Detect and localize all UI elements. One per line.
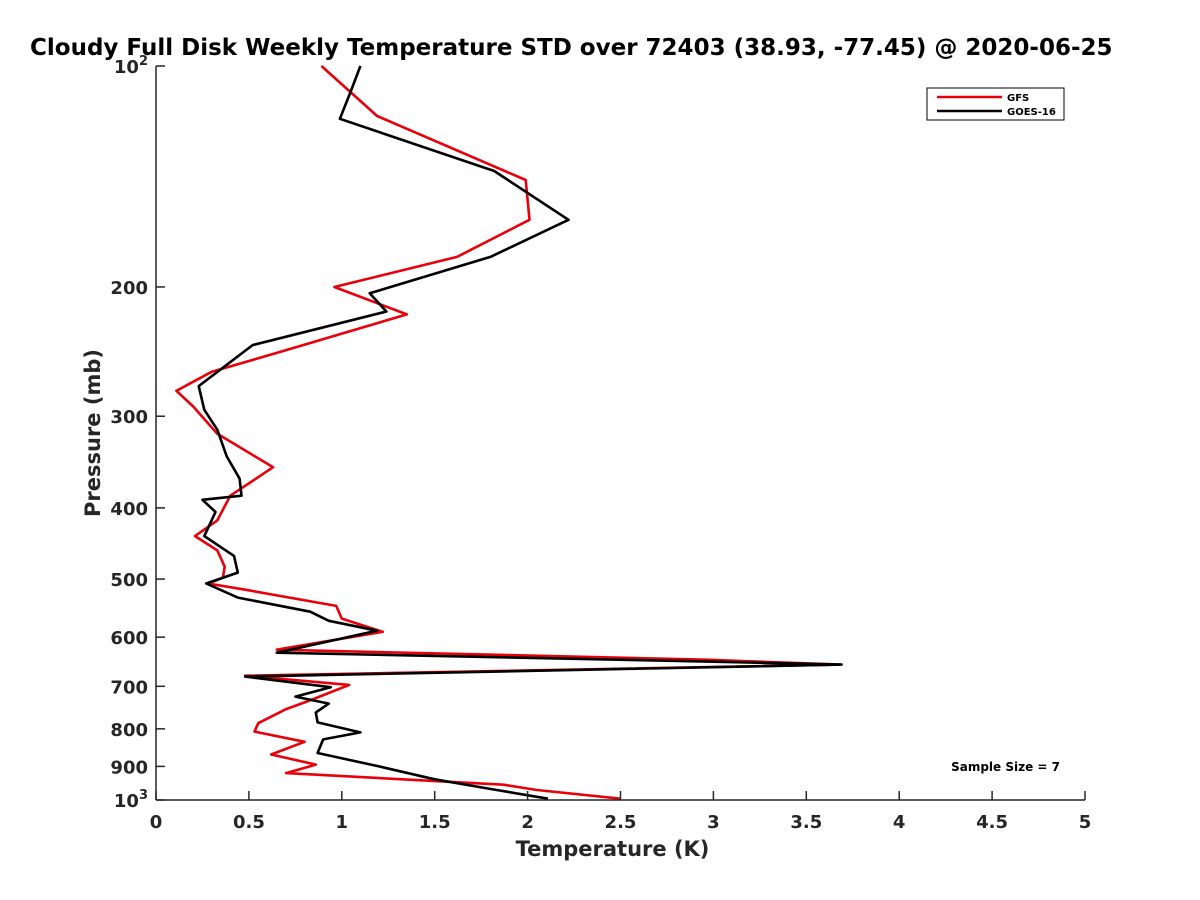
- sample-size-annotation: Sample Size = 7: [951, 760, 1060, 774]
- series-line-gfs: [175, 65, 842, 800]
- y-tick-label: 102: [114, 54, 148, 78]
- chart-title: Cloudy Full Disk Weekly Temperature STD …: [30, 35, 1113, 61]
- x-tick-label: 3: [707, 812, 720, 833]
- x-axis-title: Temperature (K): [516, 837, 710, 861]
- x-tick-label: 4.5: [976, 812, 1008, 833]
- legend-box: [926, 87, 1065, 121]
- x-tick-label: 2: [521, 812, 534, 833]
- y-tick-label: 500: [110, 570, 148, 591]
- y-tick-label: 800: [110, 720, 148, 741]
- y-tick-label: 103: [114, 788, 148, 812]
- x-tick-label: 1.5: [419, 812, 451, 833]
- y-tick-label: 400: [110, 499, 148, 520]
- ticks-layer: 0 0.5 1 1.5 2 2.5 3 3.5 4 4.5 5 102 200 300 400 500 600 7…: [110, 54, 1091, 833]
- legend: GFS GOES-16: [926, 87, 1065, 121]
- plot-area: [156, 66, 1085, 800]
- series-line-goes16: [197, 65, 843, 800]
- x-tick-label: 0: [150, 812, 163, 833]
- series-layer: [175, 65, 843, 800]
- y-tick-label: 900: [110, 757, 148, 778]
- y-tick-label: 700: [110, 677, 148, 698]
- x-tick-label: 4: [893, 812, 906, 833]
- x-tick-label: 2.5: [605, 812, 637, 833]
- x-tick-label: 5: [1079, 812, 1092, 833]
- y-axis-title: Pressure (mb): [81, 349, 105, 517]
- legend-label-gfs: GFS: [1007, 93, 1029, 104]
- y-tick-label: 200: [110, 278, 148, 299]
- x-tick-label: 3.5: [790, 812, 822, 833]
- legend-label-goes16: GOES-16: [1007, 107, 1056, 118]
- x-tick-label: 0.5: [233, 812, 265, 833]
- y-tick-label: 600: [110, 628, 148, 649]
- x-tick-label: 1: [336, 812, 349, 833]
- y-tick-label: 300: [110, 407, 148, 428]
